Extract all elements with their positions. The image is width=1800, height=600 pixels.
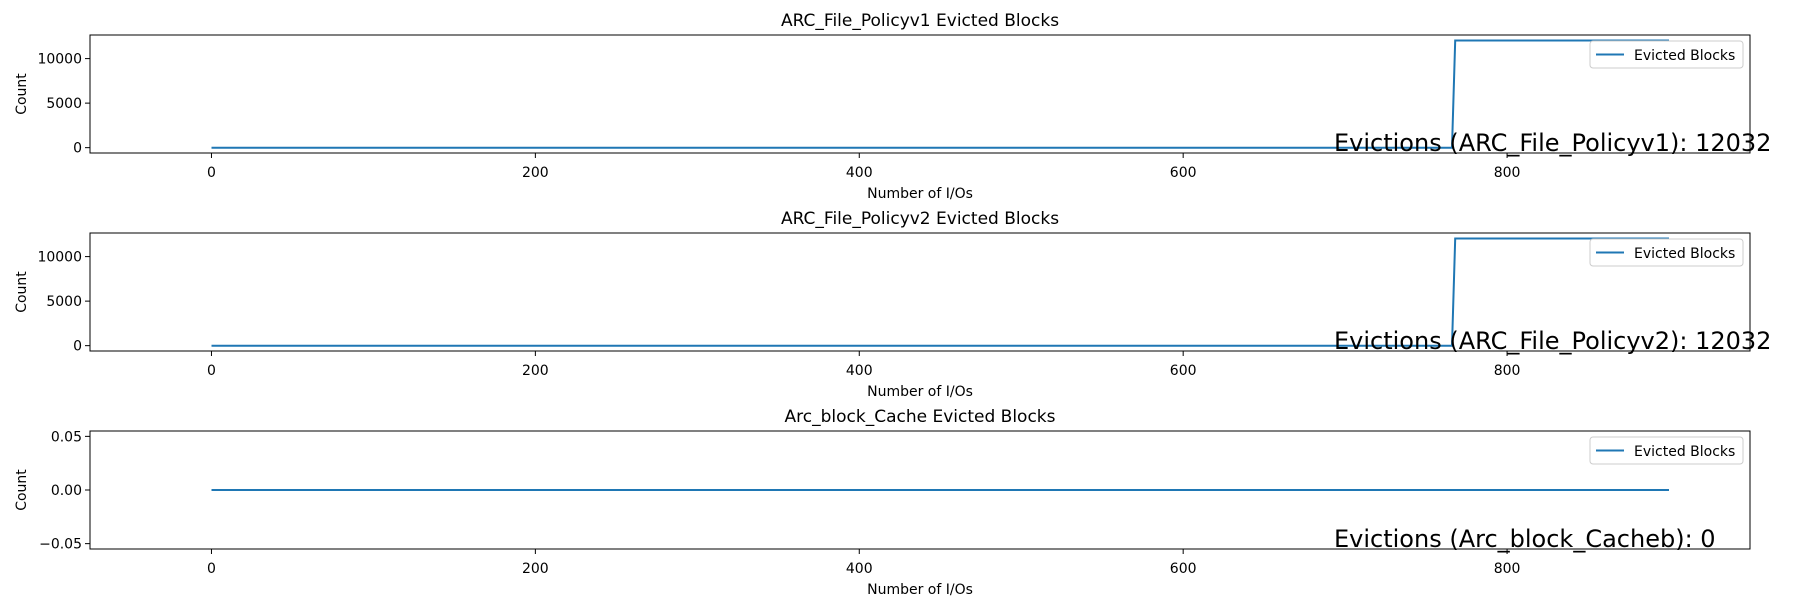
chart-1-ytick-label: 10000 bbox=[37, 52, 82, 68]
chart-2-xtick-label: 400 bbox=[846, 363, 873, 379]
chart-3-ytick-label: 0.00 bbox=[51, 483, 82, 499]
chart-1-xtick-label: 800 bbox=[1494, 165, 1521, 181]
chart-1-annotation: Evictions (ARC_File_Policyv1): 12032 bbox=[1334, 129, 1771, 157]
chart-2-legend-label: Evicted Blocks bbox=[1634, 246, 1735, 262]
chart-1-series-line bbox=[211, 39, 1669, 149]
chart-2-annotation: Evictions (ARC_File_Policyv2): 12032 bbox=[1334, 327, 1771, 355]
chart-2-title: ARC_File_Policyv2 Evicted Blocks bbox=[781, 209, 1059, 229]
chart-2-legend-box bbox=[1589, 238, 1744, 267]
chart-1-legend-label: Evicted Blocks bbox=[1634, 48, 1735, 64]
chart-3-annotation: Evictions (Arc_block_Cacheb): 0 bbox=[1334, 525, 1716, 553]
chart-1-xtick-label: 200 bbox=[522, 165, 549, 181]
chart-2-ytick-label: 5000 bbox=[46, 294, 82, 310]
chart-2-ytick-label: 10000 bbox=[37, 250, 82, 266]
chart-3-axes-frame bbox=[89, 430, 1751, 550]
chart-3-legend-label: Evicted Blocks bbox=[1634, 444, 1735, 460]
chart-2-xtick-label: 800 bbox=[1494, 363, 1521, 379]
chart-1-xtick-label: 0 bbox=[207, 165, 216, 181]
chart-1-xtick-label: 600 bbox=[1170, 165, 1197, 181]
chart-2-series-line bbox=[211, 237, 1669, 347]
chart-2-xtick-label: 200 bbox=[522, 363, 549, 379]
chart-1-ytick-label: 5000 bbox=[46, 96, 82, 112]
chart-3-legend-box bbox=[1589, 436, 1744, 465]
chart-3-title: Arc_block_Cache Evicted Blocks bbox=[785, 407, 1056, 427]
chart-2-ylabel: Count bbox=[14, 271, 30, 313]
chart-2-ytick-label: 0 bbox=[73, 339, 82, 355]
chart-1-legend-box bbox=[1589, 40, 1744, 69]
chart-2-axes-frame bbox=[89, 232, 1751, 352]
chart-1-ylabel: Count bbox=[14, 73, 30, 115]
chart-2-xtick-label: 600 bbox=[1170, 363, 1197, 379]
chart-3-xtick-label: 200 bbox=[522, 561, 549, 577]
chart-3-xtick-label: 400 bbox=[846, 561, 873, 577]
chart-2-xtick-label: 0 bbox=[207, 363, 216, 379]
chart-3-ytick-label: 0.05 bbox=[51, 429, 82, 445]
chart-1-xlabel: Number of I/Os bbox=[867, 186, 973, 202]
chart-3-xtick-label: 800 bbox=[1494, 561, 1521, 577]
chart-3-xtick-label: 0 bbox=[207, 561, 216, 577]
chart-3-ytick-label: −0.05 bbox=[39, 537, 82, 553]
chart-1-xtick-label: 400 bbox=[846, 165, 873, 181]
chart-3-ylabel: Count bbox=[14, 469, 30, 511]
chart-1-ytick-label: 0 bbox=[73, 141, 82, 157]
chart-1-title: ARC_File_Policyv1 Evicted Blocks bbox=[781, 11, 1059, 31]
chart-3-xtick-label: 600 bbox=[1170, 561, 1197, 577]
chart-1-axes-frame bbox=[89, 34, 1751, 154]
chart-2-xlabel: Number of I/Os bbox=[867, 384, 973, 400]
chart-3-xlabel: Number of I/Os bbox=[867, 582, 973, 598]
